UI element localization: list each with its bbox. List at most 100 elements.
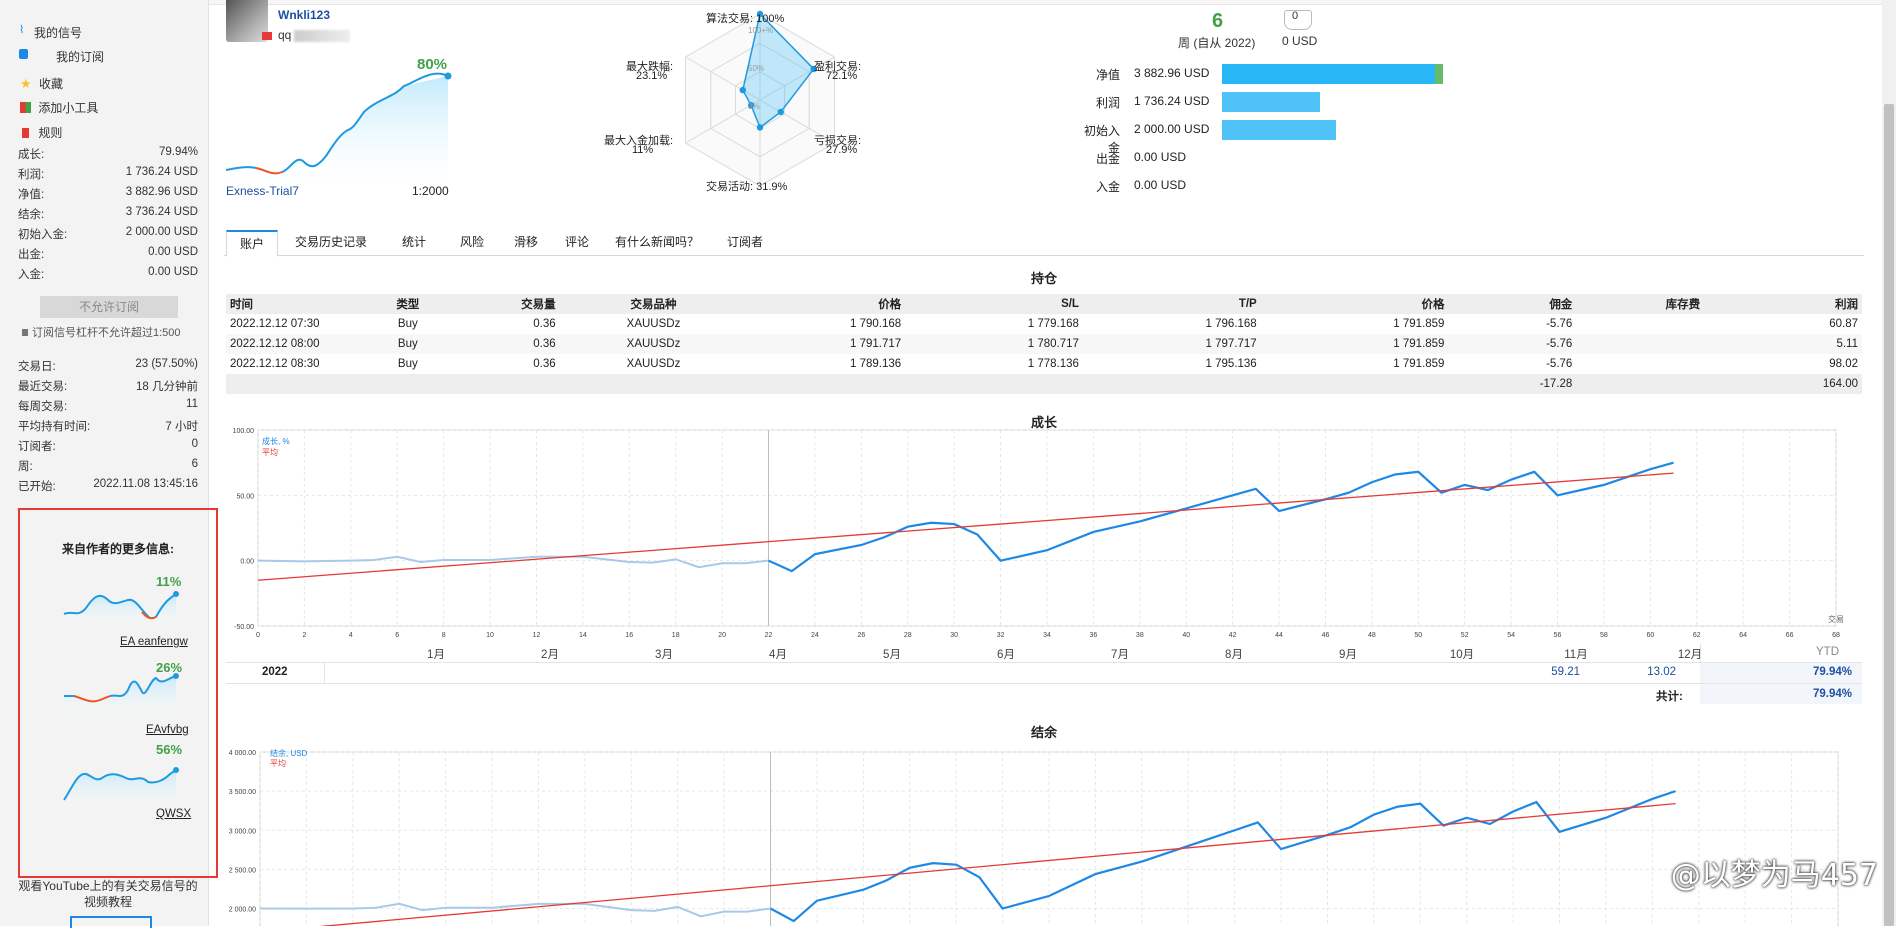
stat-value: 0.00 USD — [148, 246, 198, 258]
tab-6[interactable]: 评论 — [564, 235, 589, 249]
x-tick-label: 8 — [442, 632, 446, 638]
signal-name-link[interactable]: QWSX — [156, 808, 192, 820]
table-cell — [1576, 314, 1704, 334]
tab-5[interactable]: 滑移 — [513, 235, 538, 249]
column-header: 价格 — [747, 294, 906, 314]
balance-chart-title: 结余 — [1030, 725, 1057, 740]
y-tick-label: -50.00 — [234, 624, 254, 631]
column-header: 库存费 — [1576, 294, 1705, 314]
total-row: 共计: 79.94% — [226, 684, 1862, 704]
x-tick-label: 48 — [1368, 632, 1376, 638]
table-row: 2022.12.12 07:30 Buy 0.36 XAUUSDz 1 790.168 1… — [226, 314, 1862, 334]
column-header: 交易量 — [461, 294, 560, 314]
x-tick-label: 6 — [395, 632, 399, 638]
column-header: 时间 — [226, 294, 354, 314]
table-cell: 0.36 — [461, 334, 560, 354]
positions-table: 时间 类型 交易量 交易品种 价格 S/L T/P 价格 佣金 库存费 利润 2022.12.12 … — [226, 294, 1862, 394]
avatar[interactable] — [226, 0, 268, 42]
widget-icon — [20, 102, 31, 113]
sidebar-item-my-subscriptions[interactable]: 我的订阅 — [19, 48, 104, 65]
sidebar-item-favorites[interactable]: ★ 收藏 — [20, 76, 64, 91]
year-label: 2022 — [262, 666, 288, 678]
table-cell: 1 791.859 — [1393, 358, 1445, 370]
series-line — [770, 790, 1676, 923]
stat-value: 2022.11.08 13:45:16 — [93, 478, 198, 490]
table-cell — [226, 374, 354, 394]
signal-growth: 11% — [156, 574, 182, 589]
weeks-usd-top: 0 — [1292, 10, 1299, 22]
radar-axis — [685, 99, 761, 144]
stat-row: 最近交易: 18 几分钟前 — [18, 378, 198, 394]
table-cell: 2022.12.12 07:30 — [230, 318, 320, 330]
y-tick-label: 2 500.00 — [229, 867, 256, 874]
ytd-value: 79.94% — [1812, 666, 1852, 678]
stat-row: 利润: 1 736.24 USD — [18, 166, 198, 182]
youtube-tutorial-link[interactable]: 观看YouTube上的有关交易信号的视频教程 — [18, 879, 198, 909]
youtube-thumbnail[interactable] — [70, 916, 152, 928]
tab-2[interactable]: 交易历史记录 — [294, 235, 367, 249]
radar-value-maxdep: 11% — [632, 144, 654, 156]
tab-1[interactable]: 账户 — [226, 230, 278, 257]
balance-value: 1 736.24 USD — [1134, 94, 1210, 108]
series-line-history — [257, 555, 769, 569]
x-tick-label: 0 — [256, 632, 260, 638]
star-icon: ★ — [20, 76, 32, 91]
sidebar-item-rules[interactable]: 规则 — [20, 124, 62, 141]
column-header: 利润 — [1704, 294, 1862, 314]
stat-row: 入金: 0.00 USD — [18, 266, 198, 282]
bookmark-icon — [22, 128, 29, 138]
sidebar-item-add-widget[interactable]: 添加小工具 — [20, 99, 98, 116]
weeks-usd: 0 USD — [1282, 34, 1318, 48]
author-signal-card[interactable]: 56% QWSX — [38, 742, 192, 832]
signal-name-link[interactable]: EA eanfengw — [120, 636, 188, 648]
y-tick-label: 0.00 — [240, 559, 254, 566]
tab-4[interactable]: 风险 — [459, 235, 484, 249]
x-tick-label: 44 — [1275, 632, 1283, 638]
radar-value-drawdown: 23.1% — [636, 70, 668, 82]
y-tick-label: 3 000.00 — [229, 828, 256, 835]
growth-corner-label: 交易 — [1828, 615, 1844, 624]
month-label: 11月 — [1564, 649, 1588, 661]
stat-row: 交易日: 23 (57.50%) — [18, 358, 198, 374]
table-cell — [461, 374, 560, 394]
table-cell: 0.36 — [533, 318, 556, 330]
table-cell: Buy — [397, 318, 418, 330]
radar-point — [777, 108, 784, 116]
signal-name-link[interactable]: EAvfvbg — [146, 724, 189, 736]
tab-8[interactable]: 订阅者 — [726, 235, 763, 249]
stat-row: 周: 6 — [18, 458, 198, 474]
sidebar-item-my-signals[interactable]: ⌇ 我的信号 — [19, 24, 83, 40]
table-cell: XAUUSDz — [626, 358, 681, 370]
table-cell: 1 791.859 — [1260, 334, 1449, 354]
author-signal-card[interactable]: 11% EA eanfengw — [38, 572, 188, 652]
x-tick-label: 26 — [857, 632, 865, 638]
x-tick-label: 46 — [1322, 632, 1330, 638]
table-cell: XAUUSDz — [559, 334, 748, 354]
year-row: 2022 59.21 13.02 79.94% — [226, 662, 1862, 684]
username[interactable]: Wnkli123 — [278, 8, 331, 22]
broker-name[interactable]: Exness-Trial7 — [226, 184, 299, 198]
scrollbar-thumb[interactable] — [1884, 104, 1894, 926]
table-cell: -5.76 — [1448, 334, 1577, 354]
positions-title: 持仓 — [1030, 271, 1057, 286]
column-header: 佣金 — [1448, 294, 1577, 314]
signal-growth: 56% — [156, 742, 183, 757]
author-signal-card[interactable]: 26% EAvfvbg — [38, 660, 189, 740]
x-tick-label: 2 — [302, 632, 306, 638]
scrollbar[interactable] — [1882, 0, 1896, 926]
total-value: 79.94% — [1812, 688, 1852, 700]
column-header: S/L — [905, 294, 1083, 314]
no-subscribe-button[interactable]: 不允许订阅 — [40, 296, 178, 318]
series-line — [768, 461, 1674, 573]
stat-label: 净值: — [18, 189, 45, 201]
radar-axis — [685, 56, 761, 101]
tab-3[interactable]: 统计 — [401, 235, 426, 249]
series-line-history — [259, 902, 771, 918]
table-cell: 60.87 — [1829, 318, 1858, 330]
balance-bar — [1222, 120, 1336, 140]
tab-7[interactable]: 有什么新闻吗？ — [614, 235, 699, 249]
growth-legend-series: 成长, % — [262, 437, 290, 446]
stat-label: 最近交易: — [18, 381, 68, 393]
x-tick-label: 64 — [1739, 632, 1747, 638]
ytd-divider — [1700, 644, 1701, 662]
